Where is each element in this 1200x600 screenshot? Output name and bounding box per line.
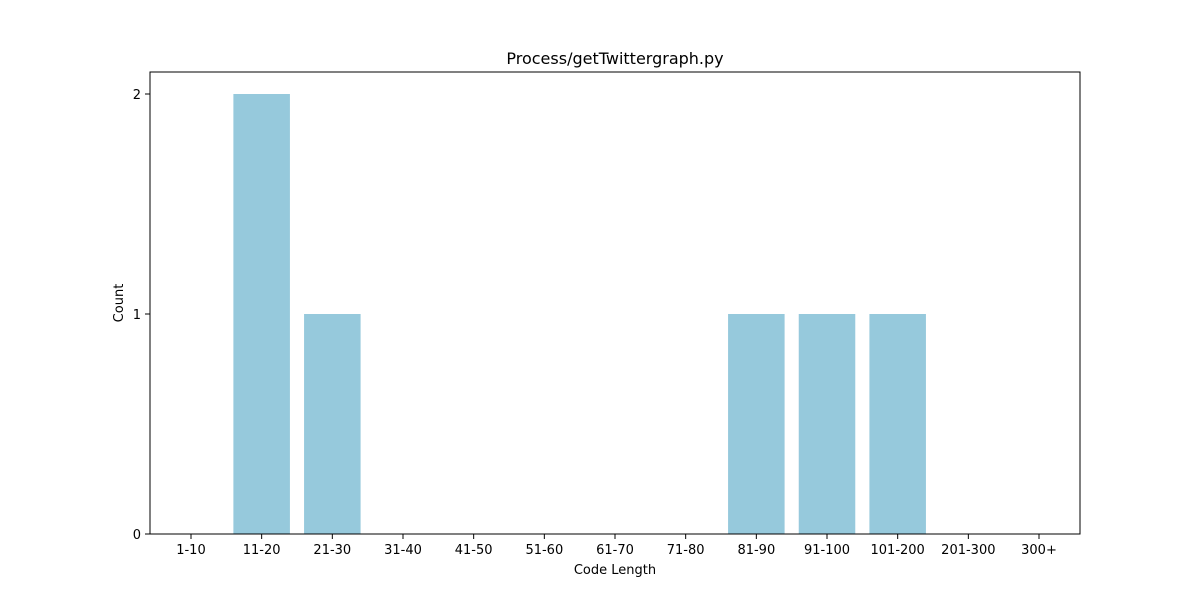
chart-title: Process/getTwittergraph.py (506, 49, 723, 68)
x-tick-label: 51-60 (525, 543, 563, 558)
y-tick-label: 1 (133, 308, 141, 323)
x-tick-label: 41-50 (455, 543, 493, 558)
y-ticks-group: 0 1 2 (133, 88, 150, 543)
x-tick-label: 81-90 (737, 543, 775, 558)
x-tick-label: 1-10 (176, 543, 206, 558)
bar-81-90 (728, 314, 785, 534)
bar-91-100 (798, 314, 856, 534)
y-axis-label: Count (112, 284, 127, 323)
x-ticks-group: 1-10 11-20 21-30 31-40 41-50 51-60 61-70 71-80 8… (176, 534, 1057, 558)
y-tick-label: 0 (133, 528, 141, 543)
x-tick-label: 71-80 (667, 543, 705, 558)
bar-101-200 (869, 314, 926, 534)
x-tick-label: 300+ (1021, 543, 1057, 558)
bar-21-30 (304, 314, 361, 534)
bar-11-20 (233, 94, 290, 534)
x-tick-label: 11-20 (243, 543, 281, 558)
plot-frame (149, 71, 1081, 535)
x-tick-label: 31-40 (384, 543, 422, 558)
y-tick-label: 2 (133, 88, 141, 103)
x-tick-label: 61-70 (596, 543, 634, 558)
bars-group (233, 94, 926, 534)
x-tick-label: 101-200 (871, 543, 925, 558)
x-tick-label: 201-300 (941, 543, 995, 558)
x-tick-label: 91-100 (804, 543, 850, 558)
x-axis-label: Code Length (574, 563, 656, 578)
x-tick-label: 21-30 (313, 543, 351, 558)
